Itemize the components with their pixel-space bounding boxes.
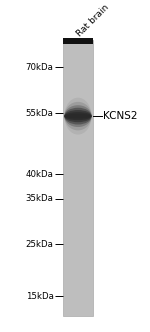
Text: 35kDa: 35kDa	[26, 194, 53, 203]
Text: 55kDa: 55kDa	[26, 109, 53, 118]
Ellipse shape	[64, 108, 92, 124]
Text: 70kDa: 70kDa	[26, 63, 53, 72]
Ellipse shape	[64, 112, 92, 120]
Text: 15kDa: 15kDa	[26, 292, 53, 301]
Text: 25kDa: 25kDa	[26, 240, 53, 249]
Ellipse shape	[64, 110, 92, 122]
Ellipse shape	[64, 114, 92, 119]
Bar	[63, 40, 93, 316]
Ellipse shape	[64, 98, 92, 134]
Bar	[63, 38, 93, 44]
Ellipse shape	[64, 102, 92, 130]
Text: Rat brain: Rat brain	[75, 3, 110, 38]
Ellipse shape	[64, 105, 92, 127]
Text: 40kDa: 40kDa	[26, 170, 53, 179]
Text: KCNS2: KCNS2	[103, 111, 138, 121]
